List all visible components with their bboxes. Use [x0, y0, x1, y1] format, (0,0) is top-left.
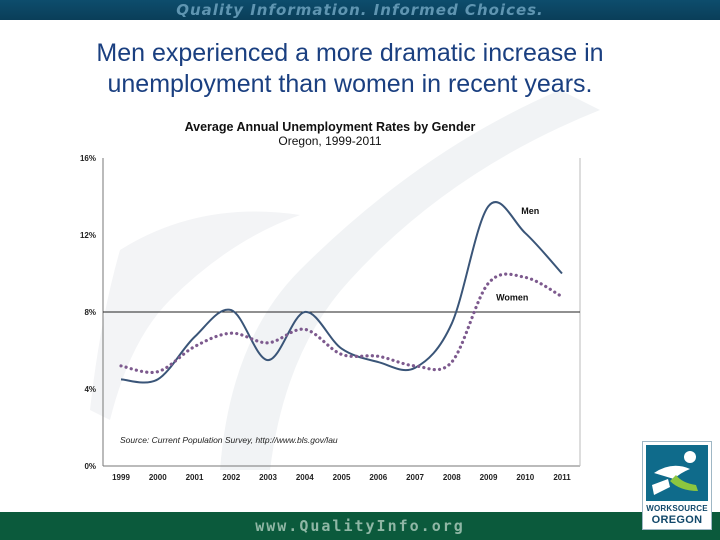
x-tick-label: 2003 — [259, 473, 277, 482]
series-line-women — [119, 272, 564, 374]
x-tick-label: 2010 — [516, 473, 534, 482]
top-banner: Quality Information. Informed Choices. — [0, 0, 720, 20]
x-tick-label: 1999 — [112, 473, 130, 482]
series-line-men — [120, 201, 563, 384]
x-tick-label: 2007 — [406, 473, 424, 482]
y-tick-label: 0% — [84, 462, 96, 471]
logo-emblem — [646, 445, 708, 501]
logo-text-oregon: OREGON — [651, 514, 703, 526]
y-tick-label: 12% — [80, 231, 96, 240]
x-tick-label: 2006 — [369, 473, 387, 482]
chart-source-note: Source: Current Population Survey, http:… — [120, 435, 338, 445]
x-tick-label: 2000 — [149, 473, 167, 482]
slide-headline: Men experienced a more dramatic increase… — [96, 39, 604, 98]
banner-tagline: Quality Information. Informed Choices. — [176, 1, 544, 19]
x-tick-label: 2011 — [553, 473, 571, 482]
logo-text-worksource: WORKSOURCE — [646, 504, 708, 513]
x-tick-label: 2009 — [480, 473, 498, 482]
x-tick-label: 2004 — [296, 473, 314, 482]
y-tick-label: 4% — [84, 385, 96, 394]
y-tick-label: 16% — [80, 154, 96, 163]
runner-icon — [652, 451, 698, 495]
series-label-women: Women — [496, 292, 528, 302]
y-tick-label: 8% — [84, 308, 96, 317]
x-tick-label: 2001 — [186, 473, 204, 482]
x-tick-label: 2005 — [333, 473, 351, 482]
chart-title: Average Annual Unemployment Rates by Gen… — [185, 120, 476, 134]
series-label-men: Men — [521, 206, 539, 216]
x-tick-label: 2008 — [443, 473, 461, 482]
chart-subtitle: Oregon, 1999-2011 — [278, 134, 382, 148]
x-tick-label: 2002 — [222, 473, 240, 482]
footer-url: www.QualityInfo.org — [255, 517, 465, 535]
footer-bar: www.QualityInfo.org — [0, 512, 720, 540]
worksource-oregon-logo: WORKSOURCE OREGON — [642, 441, 712, 530]
